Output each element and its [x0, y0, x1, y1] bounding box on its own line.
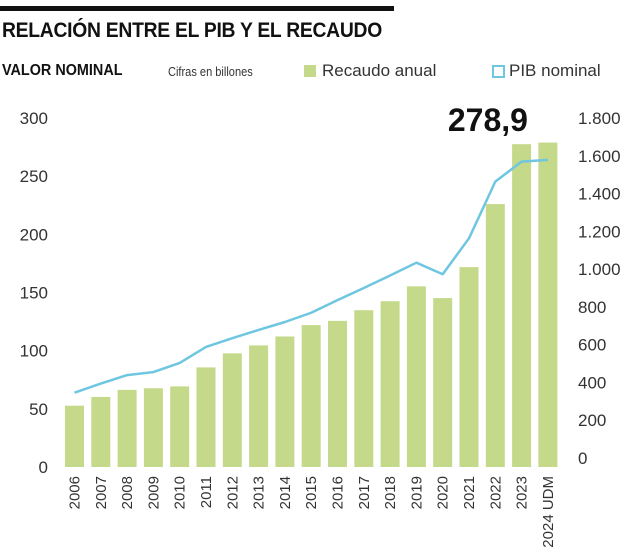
x-tick-label: 2016	[330, 476, 347, 509]
x-tick-label: 2013	[251, 476, 268, 509]
legend-label-pib: PIB nominal	[509, 61, 601, 80]
right-tick-label: 1.200	[578, 222, 621, 241]
x-tick-label: 2007	[93, 476, 110, 509]
bar-2007	[91, 396, 111, 467]
units-note: Cifras en billones	[168, 64, 253, 79]
x-tick-label: 2022	[487, 476, 504, 509]
bar-2024-udm	[538, 142, 558, 467]
x-tick-label: 2021	[461, 476, 478, 509]
bar-2006	[65, 405, 84, 467]
legend-item-pib: PIB nominal	[492, 61, 601, 81]
x-tick-label: 2024 UDM	[540, 476, 557, 548]
x-tick-label: 2008	[119, 476, 136, 509]
left-tick-label: 50	[29, 400, 48, 419]
right-tick-label: 800	[578, 298, 606, 317]
bar-2010	[170, 386, 190, 467]
chart-title: RELACIÓN ENTRE EL PIB Y EL RECAUDO	[2, 19, 382, 42]
right-tick-label: 1.800	[578, 109, 621, 128]
x-tick-label: 2014	[277, 476, 294, 509]
bar-2019	[406, 286, 426, 467]
bar-2014	[275, 336, 295, 467]
annotation-label: 278,9	[448, 102, 528, 138]
chart-subtitle: VALOR NOMINAL	[2, 62, 123, 79]
right-axis: 0 200 400 600 800 1.000 1.200 1.400 1.600 1.800	[578, 109, 621, 468]
x-tick-label: 2019	[408, 476, 425, 509]
right-tick-label: 400	[578, 373, 606, 392]
bar-series	[65, 142, 558, 468]
bar-2016	[328, 320, 347, 467]
left-tick-label: 0	[39, 458, 48, 477]
bar-2020	[433, 298, 453, 467]
right-tick-label: 600	[578, 336, 606, 355]
left-tick-label: 100	[20, 342, 48, 361]
bar-2013	[249, 345, 269, 467]
bar-2012	[222, 353, 242, 467]
right-tick-label: 1.600	[578, 147, 621, 166]
bar-2011	[196, 367, 216, 467]
legend-swatch-line-icon	[492, 64, 505, 78]
x-tick-label: 2011	[198, 476, 215, 508]
bar-2015	[301, 325, 321, 467]
right-tick-label: 1.400	[578, 185, 621, 204]
bar-2018	[380, 301, 400, 467]
bar-2017	[354, 310, 374, 467]
x-tick-label: 2015	[303, 476, 320, 509]
right-tick-label: 0	[578, 449, 587, 468]
legend-label-recaudo: Recaudo anual	[322, 61, 437, 80]
x-tick-label: 2018	[382, 476, 399, 509]
left-tick-label: 300	[20, 109, 48, 128]
right-tick-label: 200	[578, 411, 606, 430]
bar-2023	[512, 144, 532, 468]
bar-2022	[485, 204, 505, 467]
x-tick-label: 2012	[224, 476, 241, 509]
bar-2021	[459, 267, 479, 467]
header-rule	[0, 6, 394, 11]
x-tick-label: 2010	[172, 476, 189, 509]
x-axis: 2006 2007 2008 2009 2010 2011 2012 2013 2014 2015…	[67, 476, 557, 548]
bar-2008	[117, 389, 137, 467]
x-tick-label: 2017	[356, 476, 373, 509]
x-tick-label: 2023	[514, 476, 531, 509]
left-tick-label: 150	[20, 284, 48, 303]
x-tick-label: 2009	[145, 476, 162, 509]
legend-swatch-bar-icon	[304, 65, 316, 77]
legend-item-recaudo: Recaudo anual	[304, 61, 436, 81]
line-series	[74, 158, 548, 394]
x-tick-label: 2006	[67, 476, 84, 509]
x-tick-label: 2020	[435, 476, 452, 509]
left-tick-label: 200	[20, 225, 48, 244]
bar-2009	[143, 388, 163, 467]
left-tick-label: 250	[20, 167, 48, 186]
right-tick-label: 1.000	[578, 260, 621, 279]
left-axis: 0 50 100 150 200 250 300	[20, 109, 48, 477]
